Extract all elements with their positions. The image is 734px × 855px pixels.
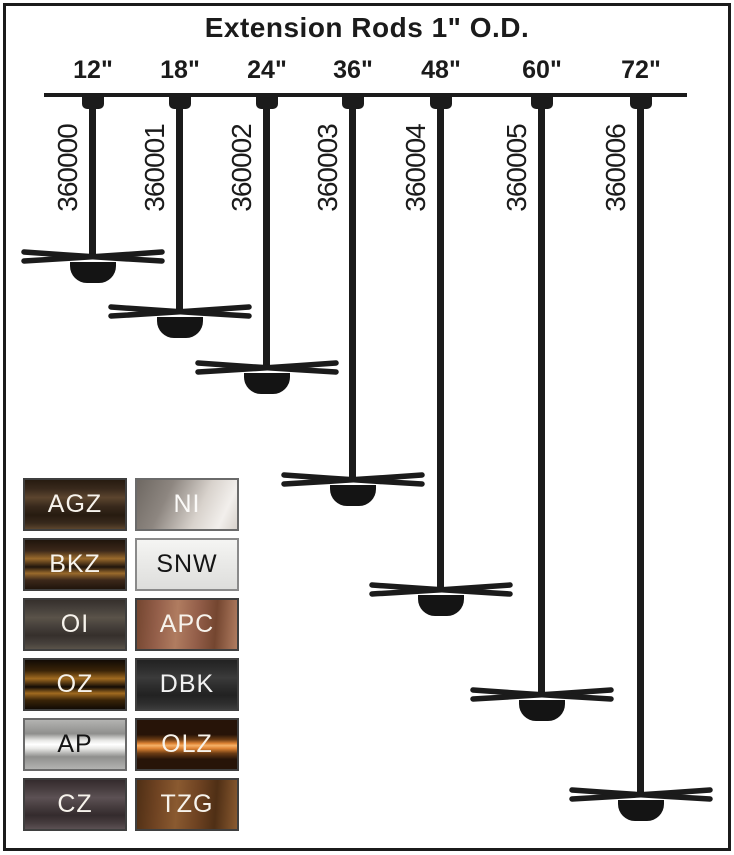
fan-motor-housing — [618, 800, 664, 821]
extension-rod — [263, 95, 270, 368]
finish-swatch-ni: NI — [135, 478, 239, 531]
fan-blades-icon — [366, 582, 516, 598]
extension-rod — [538, 95, 545, 695]
finish-code-label: APC — [159, 610, 215, 638]
extension-rod — [437, 95, 444, 590]
extension-rod — [349, 95, 356, 480]
finish-code-label: CZ — [57, 790, 93, 818]
part-number-label: 360000 — [52, 124, 83, 212]
rod-size-label: 18" — [160, 56, 200, 84]
finish-code-label: OI — [60, 610, 90, 638]
finish-swatch-oi: OI — [23, 598, 127, 651]
fan-motor-housing — [244, 373, 290, 394]
fan-motor-housing — [418, 595, 464, 616]
fan-motor-housing — [519, 700, 565, 721]
fan-blades-icon — [566, 787, 716, 803]
part-number-label: 360005 — [501, 124, 532, 212]
finish-swatch-bkz: BKZ — [23, 538, 127, 591]
fan-motor-housing — [157, 317, 203, 338]
finish-code-label: AGZ — [47, 490, 103, 518]
fan-blades-icon — [18, 249, 168, 265]
finish-swatch-agz: AGZ — [23, 478, 127, 531]
finish-code-label: DBK — [159, 670, 215, 698]
rod-size-label: 36" — [333, 56, 373, 84]
fan-blades-icon — [105, 304, 255, 320]
rod-size-label: 24" — [247, 56, 287, 84]
finish-code-label: OLZ — [161, 730, 213, 758]
rod-size-label: 48" — [421, 56, 461, 84]
finish-code-label: TZG — [160, 790, 214, 818]
part-number-label: 360002 — [226, 124, 257, 212]
finish-code-label: NI — [173, 490, 201, 518]
extension-rod — [89, 95, 96, 257]
page-title: Extension Rods 1" O.D. — [204, 12, 530, 43]
finish-swatch-dbk: DBK — [135, 658, 239, 711]
finish-code-label: AP — [57, 730, 93, 758]
finish-code-label: BKZ — [49, 550, 101, 578]
rod-size-label: 60" — [522, 56, 562, 84]
finish-swatch-ap: AP — [23, 718, 127, 771]
fan-blades-icon — [278, 472, 428, 488]
finish-swatch-tzg: TZG — [135, 778, 239, 831]
finish-code-label: OZ — [56, 670, 94, 698]
finish-code-label: SNW — [156, 550, 218, 578]
ceiling-line — [44, 93, 687, 97]
finish-swatch-olz: OLZ — [135, 718, 239, 771]
fan-motor-housing — [70, 262, 116, 283]
part-number-label: 360001 — [139, 124, 170, 212]
fan-blades-icon — [192, 360, 342, 376]
fan-blades-icon — [467, 687, 617, 703]
finish-swatch-oz: OZ — [23, 658, 127, 711]
extension-rod — [637, 95, 644, 795]
part-number-label: 360006 — [600, 124, 631, 212]
finish-swatch-apc: APC — [135, 598, 239, 651]
rod-size-label: 12" — [73, 56, 113, 84]
extension-rod — [176, 95, 183, 312]
fan-motor-housing — [330, 485, 376, 506]
part-number-label: 360004 — [400, 124, 431, 212]
finish-swatch-snw: SNW — [135, 538, 239, 591]
rod-size-label: 72" — [621, 56, 661, 84]
finish-swatch-cz: CZ — [23, 778, 127, 831]
part-number-label: 360003 — [312, 124, 343, 212]
